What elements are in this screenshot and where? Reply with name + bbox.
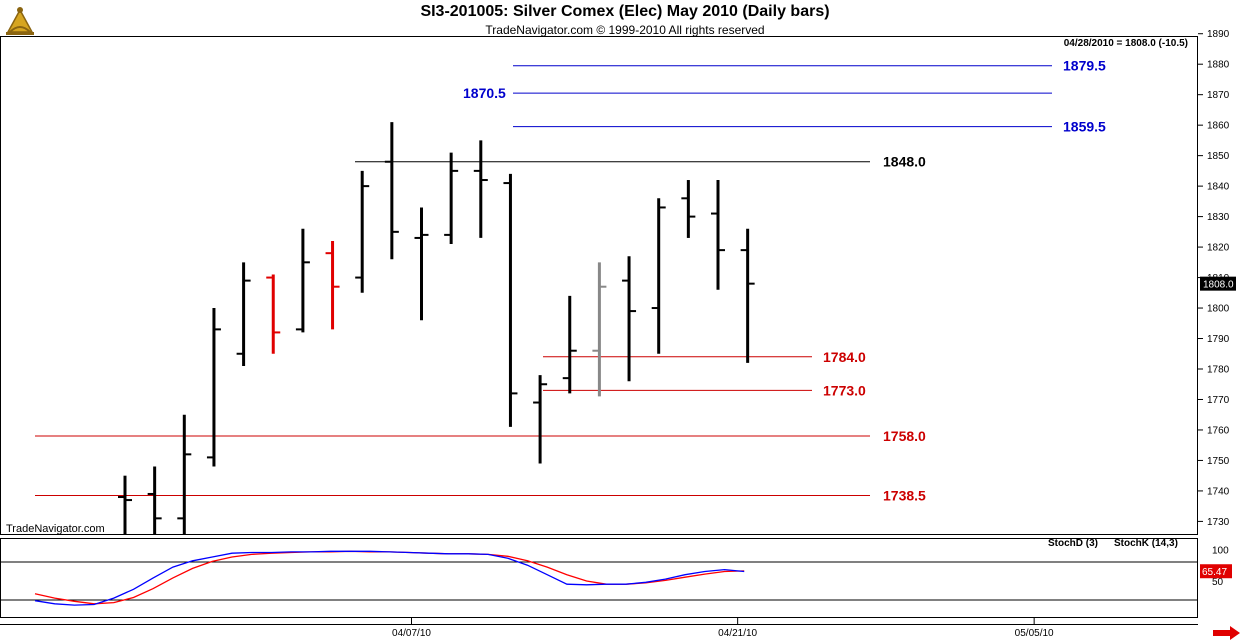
price-panel-frame: [0, 36, 1198, 535]
y-tick-label: 1880: [1207, 60, 1230, 71]
y-tick-label: 1730: [1207, 517, 1230, 528]
y-tick-label: 1820: [1207, 243, 1230, 254]
y-tick-label: 1770: [1207, 395, 1230, 406]
y-tick-label: 1850: [1207, 151, 1230, 162]
indicator-panel-frame: [0, 538, 1198, 618]
level-label-1859.5: 1859.5: [1063, 119, 1106, 135]
sextant-logo-icon: [6, 7, 34, 35]
stochd-legend: StochD (3): [1048, 538, 1098, 549]
x-tick-label: 05/05/10: [1015, 628, 1054, 639]
y-tick-label: 1740: [1207, 486, 1230, 497]
stochk-line: [34, 550, 745, 606]
y-tick-label: 1790: [1207, 334, 1230, 345]
stoch-value-box: [1200, 564, 1232, 579]
last-price-status: 04/28/2010 = 1808.0 (-10.5): [1063, 38, 1188, 49]
y-tick-label: 1870: [1207, 90, 1230, 101]
y-tick-label: 1830: [1207, 212, 1230, 223]
stoch-tick-label: 50: [1212, 577, 1224, 588]
level-label-1784.0: 1784.0: [823, 349, 866, 365]
scroll-right-arrow-icon[interactable]: [1212, 626, 1242, 640]
last-price-label: 1808.0: [1203, 280, 1234, 291]
copyright-subtitle: TradeNavigator.com © 1999-2010 All right…: [485, 23, 765, 37]
level-label-1758.0: 1758.0: [883, 428, 926, 444]
level-label-1870.5: 1870.5: [463, 85, 506, 101]
x-tick-label: 04/21/10: [718, 628, 757, 639]
watermark-text: TradeNavigator.com: [6, 523, 105, 535]
level-label-1848.0: 1848.0: [883, 154, 926, 170]
last-price-box: [1200, 276, 1236, 291]
y-tick-label: 1760: [1207, 425, 1230, 436]
stochk-legend: StochK (14,3): [1114, 538, 1178, 549]
level-label-1879.5: 1879.5: [1063, 58, 1106, 74]
level-label-1738.5: 1738.5: [883, 487, 926, 503]
stoch-value-label: 65.47: [1202, 567, 1227, 578]
level-label-1773.0: 1773.0: [823, 382, 866, 398]
y-tick-label: 1780: [1207, 365, 1230, 376]
y-tick-label: 1840: [1207, 182, 1230, 193]
chart-title: SI3-201005: Silver Comex (Elec) May 2010…: [420, 3, 830, 20]
x-tick-label: 04/07/10: [392, 628, 431, 639]
y-tick-label: 1800: [1207, 304, 1230, 315]
y-tick-label: 1860: [1207, 121, 1230, 132]
y-tick-label: 1890: [1207, 29, 1230, 40]
stochd-line: [34, 550, 745, 605]
y-tick-label: 1750: [1207, 456, 1230, 467]
stoch-tick-label: 100: [1212, 545, 1229, 556]
